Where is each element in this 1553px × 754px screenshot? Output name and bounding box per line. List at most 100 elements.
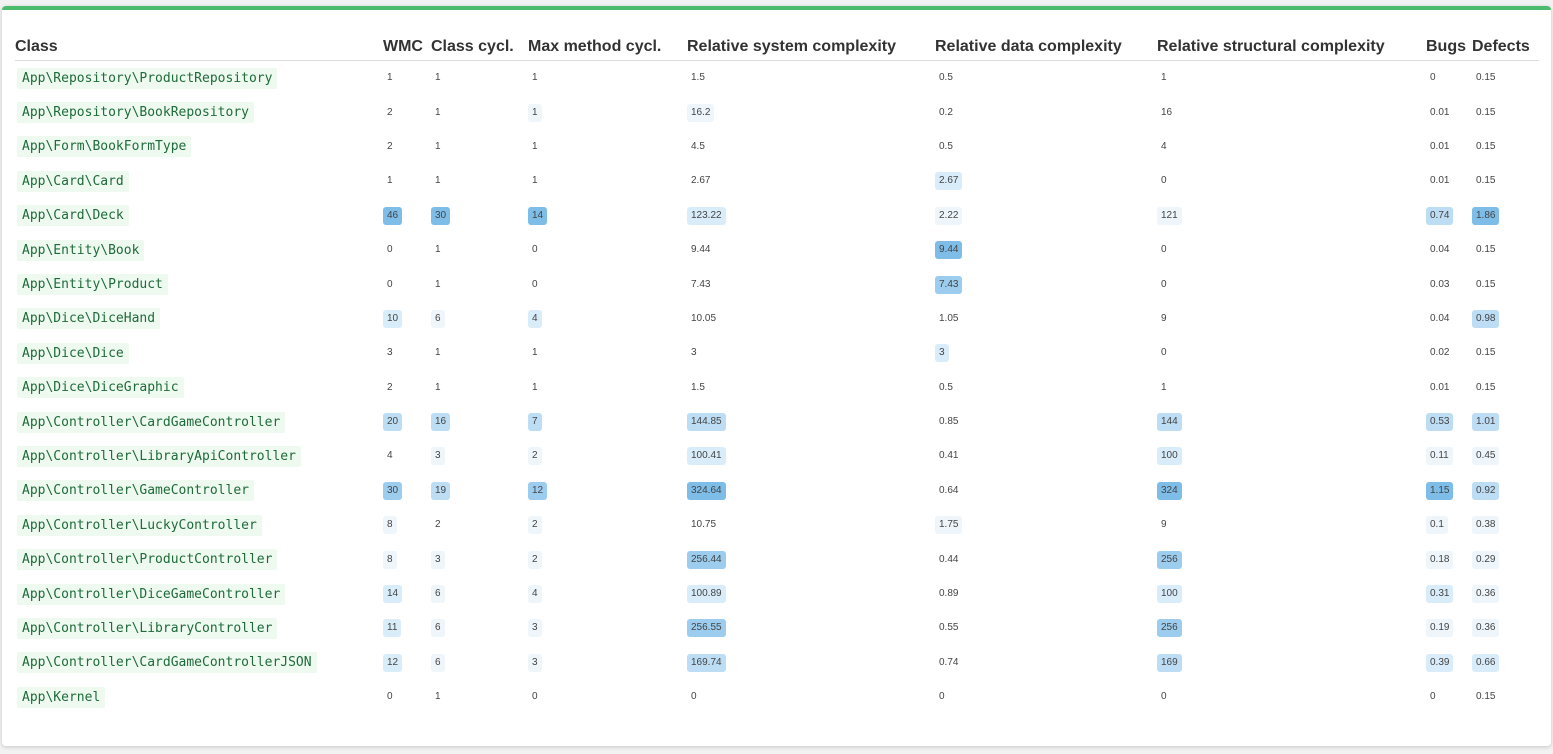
class-name-link[interactable]: App\Repository\ProductRepository	[17, 67, 278, 89]
bugs-value: 0	[1426, 69, 1440, 88]
bugs-cell: 0	[1426, 680, 1472, 714]
relative-data-complexity-value: 7.43	[935, 275, 963, 294]
relative-structural-complexity-cell: 1	[1157, 61, 1426, 96]
wmc-value: 2	[383, 378, 397, 397]
column-header-wmc[interactable]: WMC	[383, 26, 431, 61]
relative-structural-complexity-cell: 0	[1157, 336, 1426, 370]
class-name-link[interactable]: App\Dice\DiceHand	[17, 308, 161, 330]
wmc-cell: 8	[383, 508, 431, 542]
class-name-link[interactable]: App\Dice\DiceGraphic	[17, 377, 184, 399]
relative-data-complexity-value: 0.85	[935, 413, 963, 432]
table-row: App\Dice\DiceHand 10 6 4 10.05 1.05 9 0.04 0.98	[15, 302, 1539, 336]
wmc-value: 12	[383, 653, 403, 672]
bugs-value: 0.1	[1426, 516, 1448, 535]
column-header-relative-system-complexity[interactable]: Relative system complexity	[687, 26, 935, 61]
class-name-link[interactable]: App\Dice\Dice	[17, 342, 129, 364]
class-name-link[interactable]: App\Card\Deck	[17, 205, 129, 227]
relative-structural-complexity-cell: 16	[1157, 95, 1426, 129]
wmc-cell: 2	[383, 95, 431, 129]
class-cycl-cell: 6	[431, 302, 528, 336]
class-name-link[interactable]: App\Controller\DiceGameController	[17, 583, 286, 605]
defects-cell: 0.15	[1472, 371, 1539, 405]
column-header-class-cycl[interactable]: Class cycl.	[431, 26, 528, 61]
class-cell: App\Controller\CardGameControllerJSON	[15, 646, 383, 680]
class-cell: App\Entity\Book	[15, 233, 383, 267]
class-cycl-value: 1	[431, 103, 445, 122]
class-name-link[interactable]: App\Controller\CardGameController	[17, 411, 286, 433]
relative-system-complexity-cell: 169.74	[687, 646, 935, 680]
class-name-link[interactable]: App\Kernel	[17, 686, 106, 708]
max-method-cycl-value: 0	[528, 241, 542, 260]
class-name-link[interactable]: App\Controller\LibraryController	[17, 617, 278, 639]
class-name-link[interactable]: App\Entity\Book	[17, 239, 145, 261]
relative-data-complexity-cell: 0.2	[935, 95, 1157, 129]
defects-cell: 0.15	[1472, 267, 1539, 301]
class-name-link[interactable]: App\Controller\CardGameControllerJSON	[17, 652, 317, 674]
class-name-link[interactable]: App\Controller\LibraryApiController	[17, 445, 301, 467]
class-name-link[interactable]: App\Controller\ProductController	[17, 549, 278, 571]
defects-value: 0.15	[1472, 275, 1500, 294]
relative-structural-complexity-cell: 0	[1157, 267, 1426, 301]
max-method-cycl-cell: 0	[528, 267, 687, 301]
relative-system-complexity-cell: 4.5	[687, 130, 935, 164]
defects-value: 0.15	[1472, 378, 1500, 397]
wmc-cell: 2	[383, 130, 431, 164]
class-name-link[interactable]: App\Card\Card	[17, 170, 129, 192]
defects-value: 0.98	[1472, 309, 1500, 328]
bugs-cell: 0.02	[1426, 336, 1472, 370]
relative-structural-complexity-value: 324	[1157, 481, 1182, 500]
class-cycl-cell: 6	[431, 577, 528, 611]
defects-value: 0.36	[1472, 585, 1500, 604]
column-header-relative-data-complexity[interactable]: Relative data complexity	[935, 26, 1157, 61]
relative-system-complexity-value: 256.55	[687, 619, 726, 638]
wmc-value: 46	[383, 206, 403, 225]
defects-cell: 0.36	[1472, 577, 1539, 611]
max-method-cycl-value: 1	[528, 69, 542, 88]
relative-data-complexity-cell: 0.44	[935, 542, 1157, 576]
complexity-table: Class WMC Class cycl. Max method cycl. R…	[15, 26, 1539, 714]
relative-data-complexity-value: 2.67	[935, 172, 963, 191]
defects-cell: 0.92	[1472, 474, 1539, 508]
class-name-link[interactable]: App\Controller\GameController	[17, 480, 254, 502]
class-name-link[interactable]: App\Form\BookFormType	[17, 136, 192, 158]
class-name-link[interactable]: App\Entity\Product	[17, 274, 168, 296]
defects-value: 0.15	[1472, 69, 1500, 88]
relative-data-complexity-cell: 1.75	[935, 508, 1157, 542]
relative-data-complexity-value: 0.64	[935, 481, 963, 500]
table-row: App\Dice\Dice 3 1 1 3 3 0 0.02 0.15	[15, 336, 1539, 370]
table-row: App\Repository\BookRepository 2 1 1 16.2 0.2 1…	[15, 95, 1539, 129]
wmc-cell: 1	[383, 61, 431, 96]
column-header-class[interactable]: Class	[15, 26, 383, 61]
class-cell: App\Controller\CardGameController	[15, 405, 383, 439]
table-row: App\Controller\LuckyController 8 2 2 10.75 1.…	[15, 508, 1539, 542]
defects-value: 1.86	[1472, 206, 1500, 225]
max-method-cycl-cell: 3	[528, 646, 687, 680]
bugs-cell: 0.01	[1426, 164, 1472, 198]
relative-data-complexity-cell: 0.5	[935, 130, 1157, 164]
relative-structural-complexity-value: 0	[1157, 275, 1171, 294]
class-name-link[interactable]: App\Repository\BookRepository	[17, 102, 254, 124]
defects-value: 1.01	[1472, 413, 1500, 432]
bugs-cell: 0.01	[1426, 371, 1472, 405]
column-header-max-method-cycl[interactable]: Max method cycl.	[528, 26, 687, 61]
bugs-value: 0.39	[1426, 653, 1454, 672]
class-cell: App\Dice\Dice	[15, 336, 383, 370]
wmc-value: 20	[383, 413, 403, 432]
class-cycl-cell: 1	[431, 336, 528, 370]
class-cycl-cell: 6	[431, 611, 528, 645]
max-method-cycl-value: 14	[528, 206, 548, 225]
relative-data-complexity-value: 9.44	[935, 241, 963, 260]
max-method-cycl-value: 4	[528, 309, 542, 328]
wmc-cell: 20	[383, 405, 431, 439]
defects-cell: 0.29	[1472, 542, 1539, 576]
column-header-relative-structural-complexity[interactable]: Relative structural complexity	[1157, 26, 1426, 61]
max-method-cycl-value: 2	[528, 550, 542, 569]
class-name-link[interactable]: App\Controller\LuckyController	[17, 514, 262, 536]
class-cycl-value: 3	[431, 447, 445, 466]
relative-data-complexity-cell: 2.67	[935, 164, 1157, 198]
class-cycl-cell: 1	[431, 233, 528, 267]
wmc-cell: 8	[383, 542, 431, 576]
column-header-bugs[interactable]: Bugs	[1426, 26, 1472, 61]
defects-value: 0.45	[1472, 447, 1500, 466]
column-header-defects[interactable]: Defects	[1472, 26, 1539, 61]
